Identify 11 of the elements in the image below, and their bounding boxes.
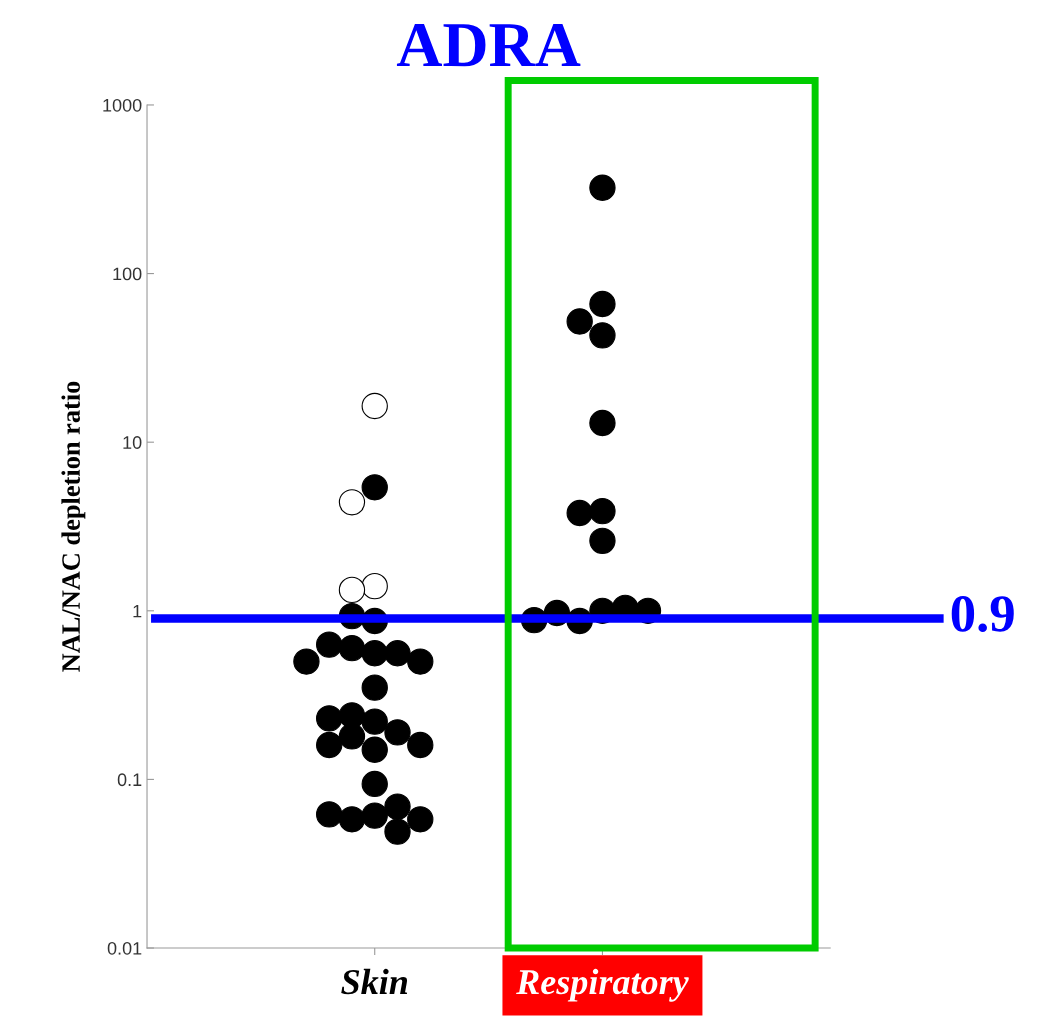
y-tick-label: 1000 xyxy=(103,98,142,112)
y-tick-label: 0.01 xyxy=(107,941,142,955)
y-tick-label: 100 xyxy=(113,267,142,281)
x-tick-label: Skin xyxy=(341,968,408,995)
chart-title: ADRA xyxy=(396,23,581,67)
x-tick-label: Respiratory xyxy=(516,968,689,1002)
y-axis-title: NAL/NAC depletion ratio xyxy=(61,381,86,672)
y-tick-label: 10 xyxy=(123,436,142,449)
ref-line-label: 0.9 xyxy=(951,596,1014,632)
y-tick-label: 1 xyxy=(133,604,142,618)
y-tick-label: 0.1 xyxy=(117,773,142,787)
